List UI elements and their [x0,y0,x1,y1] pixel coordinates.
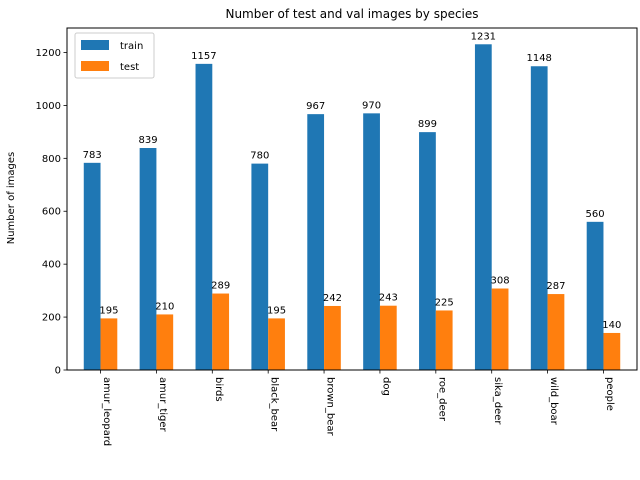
data-label-train: 899 [418,119,437,130]
y-tick-label: 600 [42,207,61,218]
y-tick-label: 400 [42,260,61,271]
bar-train-amur_leopard [83,162,101,370]
legend-label-test: test [120,62,139,73]
legend-box [74,32,155,79]
x-tick-label: roe_deer [436,377,447,422]
plot-frame [66,27,638,371]
data-label-train: 967 [306,101,325,112]
data-label-test: 195 [99,305,118,316]
data-label-train: 560 [586,209,605,220]
data-label-train: 1231 [471,31,496,42]
y-tick-label: 200 [42,313,61,324]
data-label-train: 1148 [526,53,551,64]
data-label-test: 140 [602,320,621,331]
data-label-train: 1157 [191,51,216,62]
plot-area: 0 200 400 600 800 1000 1200 783 839 1157 780 967 970… [36,31,622,446]
x-tick-label: black_bear [269,377,280,432]
bar-train-wild_boar [530,66,548,371]
data-label-test: 243 [379,293,398,304]
bar-train-sika_deer [474,44,492,371]
y-tick-label: 1000 [36,101,61,112]
data-label-train: 780 [250,151,269,162]
data-label-train: 783 [83,150,102,161]
bar-test-birds [212,293,230,370]
data-label-test: 287 [546,281,565,292]
data-label-test: 242 [323,293,342,304]
bar-test-dog [379,305,397,370]
data-label-test: 195 [267,305,286,316]
bar-train-people [586,221,604,370]
data-label-test: 225 [435,297,454,308]
bar-test-brown_bear [324,305,341,370]
bar-train-black_bear [251,163,269,370]
bar-test-amur_leopard [100,318,118,370]
x-tick-label: brown_bear [325,377,336,437]
bar-test-people [603,332,621,370]
data-label-train: 839 [138,135,157,146]
x-tick-label: dog [380,377,391,396]
bar-test-amur_tiger [156,314,174,370]
bar-train-dog [363,113,380,371]
legend-swatch-test [81,61,109,71]
bar-train-roe_deer [419,132,436,370]
legend: train test [74,32,155,79]
legend-swatch-train [81,40,109,50]
y-axis-label: Number of images [6,152,17,245]
x-tick-label: birds [213,377,224,402]
bar-train-birds [195,63,213,371]
x-tick-label: wild_boar [548,377,559,426]
data-label-test: 308 [491,276,510,287]
bar-test-roe_deer [435,310,453,370]
bar-test-sika_deer [491,288,509,370]
bar-train-amur_tiger [139,148,157,370]
bar-test-black_bear [268,318,285,370]
data-label-test: 210 [155,301,174,312]
x-tick-label: amur_leopard [101,377,112,446]
y-tick-label: 800 [42,154,61,165]
chart-title: Number of test and val images by species [225,7,478,21]
y-tick-label: 0 [55,366,61,377]
x-tick-label: amur_tiger [157,377,168,433]
x-tick-label: people [604,377,615,411]
data-label-train: 970 [362,100,381,111]
bar-train-brown_bear [307,114,325,370]
legend-label-train: train [120,41,143,52]
bar-test-wild_boar [547,294,565,370]
y-tick-label: 1200 [36,48,61,59]
data-label-test: 289 [211,281,230,292]
x-tick-label: sika_deer [492,377,503,425]
